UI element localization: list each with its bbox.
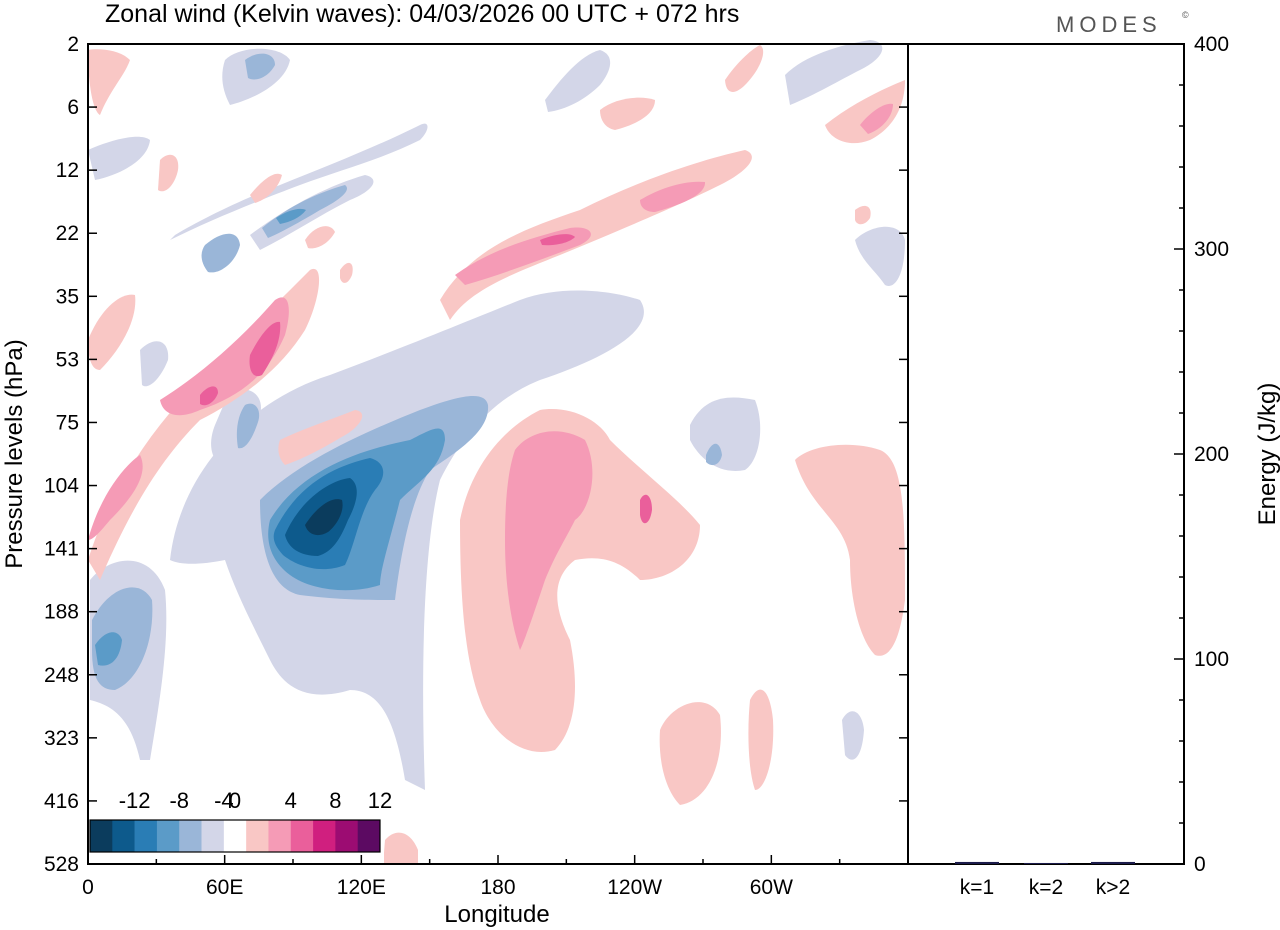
colorbar-label: 12 — [368, 788, 392, 813]
longitude-tick-label: 120E — [337, 876, 386, 899]
energy-bar — [955, 861, 999, 864]
colorbar: -12 -8 -40 4 8 12 — [86, 785, 392, 865]
pressure-tick-label: 53 — [56, 348, 79, 371]
colorbar-swatch — [156, 820, 180, 852]
positive-anomalies — [88, 45, 905, 865]
colorbar-swatch — [290, 820, 314, 852]
longitude-axis: 0 60E 120E 180 120W 60W — [82, 855, 909, 899]
pressure-tick-label: 104 — [44, 475, 79, 498]
colorbar-swatch — [335, 820, 358, 852]
pressure-tick-label: 188 — [44, 601, 79, 624]
chart-title: Zonal wind (Kelvin waves): 04/03/2026 00… — [105, 0, 739, 28]
pressure-tick-label: 323 — [44, 727, 79, 750]
energy-tick-label: 200 — [1194, 443, 1229, 466]
energy-tick-label: 0 — [1194, 853, 1206, 876]
energy-tick-label: 300 — [1194, 238, 1229, 261]
colorbar-swatch — [201, 820, 225, 852]
colorbar-label: 4 — [285, 788, 297, 813]
colorbar-label: -12 — [119, 788, 151, 813]
energy-frame — [907, 43, 1185, 865]
colorbar-swatch — [357, 820, 381, 852]
pressure-tick-label: 248 — [44, 664, 79, 687]
energy-category-label: k=1 — [960, 876, 994, 899]
colorbar-label: -4 — [214, 788, 234, 813]
negative-anomalies — [88, 40, 905, 790]
energy-category-label: k=2 — [1029, 876, 1063, 899]
pressure-tick-label: 6 — [67, 96, 79, 119]
colorbar-frame — [89, 819, 381, 853]
colorbar-label: 0 — [229, 788, 241, 813]
longitude-tick-label: 0 — [82, 876, 94, 899]
colorbar-label: -8 — [169, 788, 189, 813]
energy-categories: k=1 k=2 k>2 — [960, 876, 1130, 899]
colorbar-swatch — [223, 820, 247, 852]
hovmoller-plot: -12 -8 -40 4 8 12 — [86, 40, 909, 865]
colorbar-swatch — [179, 820, 202, 852]
pressure-tick-label: 22 — [56, 222, 79, 245]
colorbar-swatch — [246, 820, 269, 852]
y-axis-label: Pressure levels (hPa) — [1, 339, 28, 568]
x-axis-label: Longitude — [444, 901, 549, 928]
pressure-tick-label: 35 — [56, 285, 79, 308]
energy-tick-label: 400 — [1194, 33, 1229, 56]
logo-mark: © — [1182, 10, 1189, 20]
longitude-tick-label: 180 — [480, 876, 515, 899]
energy-bar — [1091, 861, 1135, 864]
energy-panel: 0 100 200 300 400 k=1 k=2 k>2 Energy (J/kg) — [907, 33, 1280, 899]
colorbar-swatch — [112, 820, 135, 852]
pressure-tick-label: 528 — [44, 853, 79, 876]
pressure-axis: 2 6 12 22 35 53 75 104 141 188 248 323 416 528 — [44, 33, 908, 876]
colorbar-swatch — [268, 820, 292, 852]
pressure-tick-label: 2 — [67, 33, 79, 56]
energy-category-label: k>2 — [1096, 876, 1130, 899]
longitude-tick-label: 60W — [750, 876, 793, 899]
pressure-tick-label: 416 — [44, 790, 79, 813]
pressure-tick-label: 141 — [44, 538, 79, 561]
colorbar-label: 8 — [329, 788, 341, 813]
colorbar-swatch — [134, 820, 158, 852]
modes-logo: MODES — [1056, 12, 1162, 37]
pressure-tick-label: 12 — [56, 159, 79, 182]
colorbar-swatch — [90, 820, 113, 852]
energy-tick-label: 100 — [1194, 648, 1229, 671]
energy-bar — [1024, 862, 1068, 864]
energy-axis: 0 100 200 300 400 — [1174, 33, 1229, 876]
pressure-tick-label: 75 — [56, 411, 79, 434]
longitude-tick-label: 60E — [206, 876, 243, 899]
longitude-tick-label: 120W — [607, 876, 662, 899]
energy-axis-label: Energy (J/kg) — [1254, 383, 1280, 526]
colorbar-swatch — [313, 820, 336, 852]
